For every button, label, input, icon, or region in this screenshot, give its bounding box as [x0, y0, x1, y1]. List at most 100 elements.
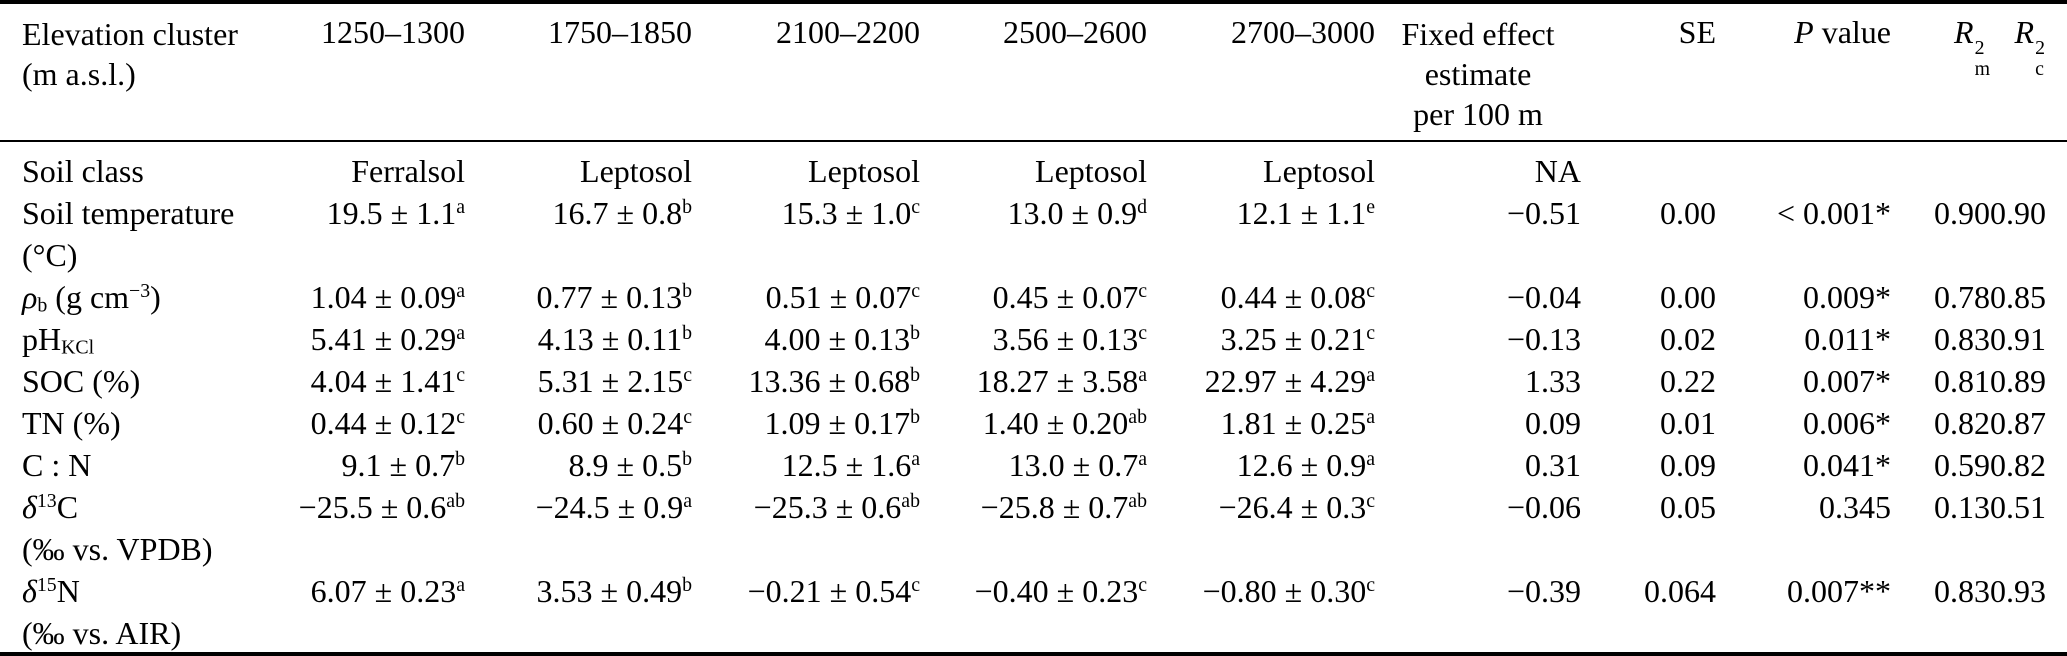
column-header-cluster-2100-2200: 2100–2200: [692, 4, 920, 142]
cluster-value: 4.04 ± 1.41c: [310, 363, 465, 399]
p-value: 0.345: [1819, 489, 1891, 525]
row-label: δ13C (‰ vs. VPDB): [22, 489, 213, 567]
cluster-value: Leptosol: [1035, 153, 1147, 189]
row-label: Soil temperature (°C): [22, 195, 235, 273]
p-value: 0.041*: [1803, 447, 1891, 483]
r2-conditional-value: 0.85: [1990, 279, 2046, 315]
row-label: Soil class: [22, 153, 144, 189]
cluster-value: 12.6 ± 0.9a: [1236, 447, 1375, 483]
r2-marginal-value: 0.13: [1934, 489, 1990, 525]
table-row: ρb (g cm−3) 1.04 ± 0.09a 0.77 ± 0.13b 0.51 …: [0, 276, 2067, 318]
cluster-value: 22.97 ± 4.29a: [1204, 363, 1375, 399]
fixed-effect-value: 0.09: [1525, 405, 1581, 441]
r2-conditional-value: 0.51: [1990, 489, 2046, 525]
header-line: estimate: [1424, 56, 1532, 92]
table-row: TN (%) 0.44 ± 0.12c 0.60 ± 0.24c 1.09 ± 0.1…: [0, 402, 2067, 444]
r2-conditional-value: 0.93: [1990, 573, 2046, 609]
cluster-value: 9.1 ± 0.7b: [341, 447, 465, 483]
cluster-value: Leptosol: [580, 153, 692, 189]
column-header-cluster-2500-2600: 2500–2600: [920, 4, 1147, 142]
cluster-value: 0.44 ± 0.08c: [1220, 279, 1375, 315]
se-value: 0.01: [1660, 405, 1716, 441]
cluster-value: 4.13 ± 0.11b: [537, 321, 692, 357]
cluster-value: 0.77 ± 0.13b: [536, 279, 692, 315]
cluster-value: −26.4 ± 0.3c: [1218, 489, 1375, 525]
cluster-value: 12.1 ± 1.1e: [1236, 195, 1375, 231]
row-label: SOC (%): [22, 363, 141, 399]
fixed-effect-value: −0.04: [1506, 279, 1581, 315]
cluster-value: 1.81 ± 0.25a: [1220, 405, 1375, 441]
cluster-value: 0.60 ± 0.24c: [537, 405, 692, 441]
r2-conditional-value: 0.89: [1990, 363, 2046, 399]
se-value: 0.22: [1660, 363, 1716, 399]
cluster-value: 0.44 ± 0.12c: [310, 405, 465, 441]
cluster-value: 3.25 ± 0.21c: [1220, 321, 1375, 357]
cluster-value: 13.0 ± 0.7a: [1008, 447, 1147, 483]
fixed-effect-value: NA: [1534, 153, 1581, 189]
cluster-value: 3.53 ± 0.49b: [536, 573, 692, 609]
table-row: C : N 9.1 ± 0.7b 8.9 ± 0.5b 12.5 ± 1.6a 13.0…: [0, 444, 2067, 486]
r2-marginal-value: 0.83: [1934, 573, 1990, 609]
cluster-value: 18.27 ± 3.58a: [976, 363, 1147, 399]
r2-conditional-value: 0.90: [1990, 195, 2046, 231]
table-header: Elevation cluster (m a.s.l.) 1250–1300 1…: [0, 4, 2067, 142]
header-line: Fixed effect: [1401, 16, 1555, 52]
p-value: 0.007**: [1787, 573, 1891, 609]
cluster-value: 0.51 ± 0.07c: [765, 279, 920, 315]
column-header-elevation-cluster: Elevation cluster (m a.s.l.): [0, 4, 240, 142]
cluster-value: 5.31 ± 2.15c: [537, 363, 692, 399]
cluster-value: 0.45 ± 0.07c: [992, 279, 1147, 315]
cluster-value: −25.3 ± 0.6ab: [753, 489, 920, 525]
p-value: 0.011*: [1804, 321, 1891, 357]
cluster-value: 8.9 ± 0.5b: [568, 447, 692, 483]
table-body: Soil class Ferralsol Leptosol Leptosol Lepto…: [0, 141, 2067, 652]
fixed-effect-value: 0.31: [1525, 447, 1581, 483]
table-row: Soil temperature (°C) 19.5 ± 1.1a 16.7 ± 0.…: [0, 192, 2067, 276]
se-value: 0.064: [1644, 573, 1716, 609]
r2-conditional-value: 0.87: [1990, 405, 2046, 441]
r2-conditional-value: 0.82: [1990, 447, 2046, 483]
fixed-effect-value: −0.39: [1506, 573, 1581, 609]
cluster-value: −0.80 ± 0.30c: [1202, 573, 1375, 609]
table-row: δ15N (‰ vs. AIR) 6.07 ± 0.23a 3.53 ± 0.49b −…: [0, 570, 2067, 652]
se-value: [1581, 141, 1716, 192]
cluster-value: 19.5 ± 1.1a: [326, 195, 465, 231]
fixed-effect-value: −0.51: [1506, 195, 1581, 231]
column-header-p-value: P value: [1716, 4, 1891, 142]
cluster-value: −0.40 ± 0.23c: [974, 573, 1147, 609]
cluster-value: 3.56 ± 0.13c: [992, 321, 1147, 357]
column-header-cluster-1750-1850: 1750–1850: [465, 4, 692, 142]
cluster-value: 13.36 ± 0.68b: [748, 363, 920, 399]
column-header-cluster-1250-1300: 1250–1300: [240, 4, 465, 142]
se-value: 0.09: [1660, 447, 1716, 483]
p-value: [1716, 141, 1891, 192]
row-label: C : N: [22, 447, 92, 483]
p-value: 0.009*: [1803, 279, 1891, 315]
table-row: Soil class Ferralsol Leptosol Leptosol Lepto…: [0, 141, 2067, 192]
header-line: Elevation cluster: [22, 16, 238, 52]
p-value: 0.007*: [1803, 363, 1891, 399]
se-value: 0.00: [1660, 279, 1716, 315]
p-value: 0.006*: [1803, 405, 1891, 441]
cluster-value: −25.8 ± 0.7ab: [980, 489, 1147, 525]
r2-conditional-value: 0.91: [1990, 321, 2046, 357]
se-value: 0.02: [1660, 321, 1716, 357]
cluster-value: 13.0 ± 0.9d: [1007, 195, 1147, 231]
r2-marginal-value: 0.59: [1934, 447, 1990, 483]
cluster-value: 1.04 ± 0.09a: [310, 279, 465, 315]
header-row: Elevation cluster (m a.s.l.) 1250–1300 1…: [0, 4, 2067, 142]
table-row: pHKCl 5.41 ± 0.29a 4.13 ± 0.11b 4.00 ± 0.13…: [0, 318, 2067, 360]
header-line: (m a.s.l.): [22, 56, 136, 92]
r2-conditional-value: [1990, 141, 2067, 192]
header-line: per 100 m: [1413, 96, 1543, 132]
r2-marginal-value: 0.78: [1934, 279, 1990, 315]
fixed-effect-value: −0.13: [1506, 321, 1581, 357]
cluster-value: 12.5 ± 1.6a: [781, 447, 920, 483]
row-label: ρb (g cm−3): [22, 279, 161, 317]
fixed-effect-value: −0.06: [1506, 489, 1581, 525]
results-table: Elevation cluster (m a.s.l.) 1250–1300 1…: [0, 4, 2067, 652]
cluster-value: 4.00 ± 0.13b: [764, 321, 920, 357]
r2-marginal-value: 0.82: [1934, 405, 1990, 441]
